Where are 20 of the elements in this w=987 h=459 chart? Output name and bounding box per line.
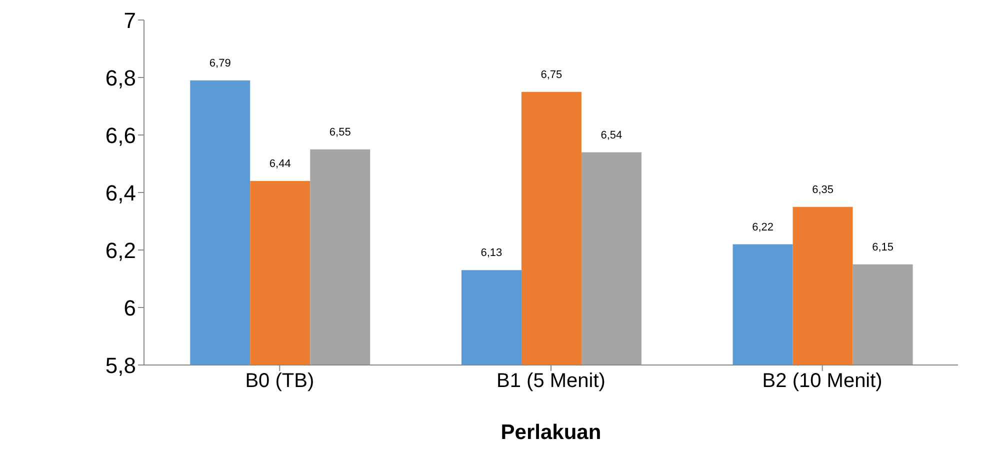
y-tick-label: 6,2 — [105, 238, 136, 263]
data-label: 6,15 — [872, 241, 894, 254]
data-label: 6,54 — [600, 129, 622, 142]
x-axis-title: Perlakuan — [500, 421, 602, 444]
data-label: 6,22 — [752, 221, 774, 234]
y-tick-label: 6,6 — [105, 122, 136, 148]
y-tick-label: 6 — [124, 295, 136, 320]
x-tick-label: B0 (TB) — [245, 370, 314, 392]
y-tick-label: 6,8 — [105, 65, 136, 90]
data-label: 6,75 — [540, 68, 562, 81]
data-label: 6,44 — [269, 158, 291, 170]
y-tick-label: 6,4 — [105, 180, 136, 206]
x-tick-label: B1 (5 Menit) — [496, 370, 606, 392]
data-label: 6,35 — [812, 184, 834, 196]
y-tick-label: 7 — [124, 8, 136, 33]
y-tick-label: 5,8 — [105, 352, 136, 378]
data-label: 6,55 — [329, 126, 351, 138]
data-label: 6,79 — [209, 57, 231, 70]
x-tick-label: B2 (10 Menit) — [762, 370, 882, 392]
data-label: 6,13 — [480, 247, 502, 260]
